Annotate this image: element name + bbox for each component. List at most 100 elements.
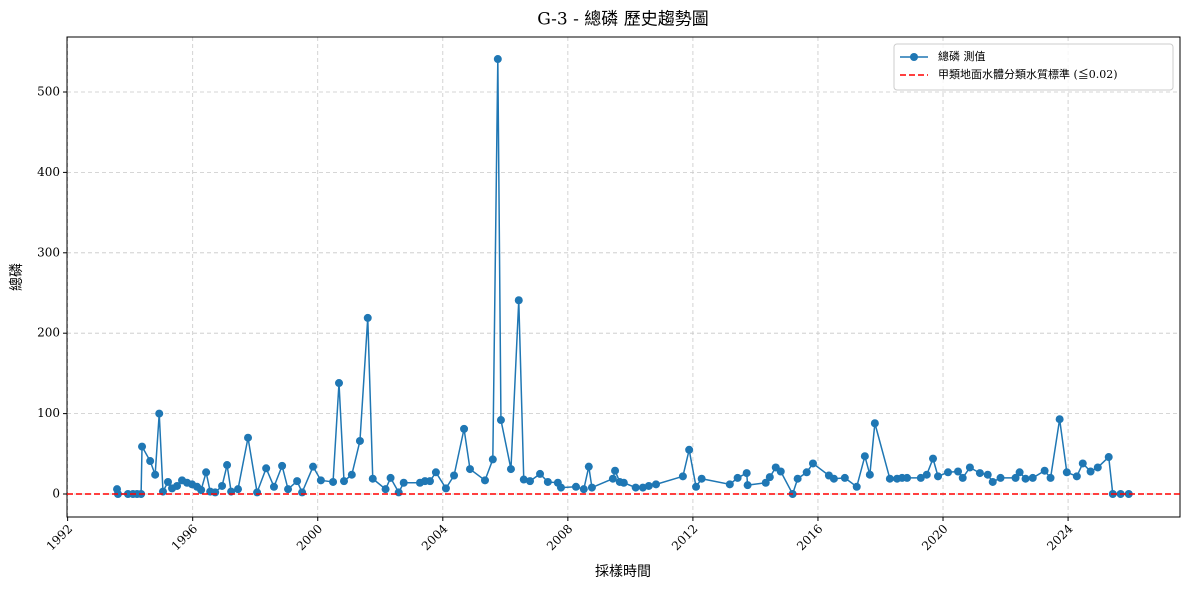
data-point: [347, 470, 356, 479]
data-point: [450, 471, 459, 480]
data-point: [441, 484, 450, 493]
data-point: [934, 472, 943, 481]
data-point: [1046, 473, 1055, 482]
legend-marker: [910, 53, 918, 61]
data-point: [399, 478, 408, 487]
plot-frame: [66, 36, 1181, 518]
data-point: [579, 485, 588, 494]
data-point: [1078, 459, 1087, 468]
data-point: [536, 469, 545, 478]
data-point: [556, 483, 565, 492]
data-point: [293, 477, 302, 486]
data-point: [138, 442, 147, 451]
data-point: [571, 482, 580, 491]
data-point: [506, 465, 515, 474]
data-point: [885, 474, 894, 483]
data-point: [1104, 453, 1113, 462]
data-point: [355, 436, 364, 445]
data-point: [284, 485, 293, 494]
legend-box: [893, 43, 1174, 91]
data-point: [929, 454, 938, 463]
data-point: [386, 473, 395, 482]
y-tick-label: 500: [37, 84, 60, 98]
data-point: [975, 469, 984, 478]
data-point: [519, 475, 528, 484]
data-point: [1011, 473, 1020, 482]
data-point: [631, 483, 640, 492]
data-point: [916, 473, 925, 482]
data-point: [761, 478, 770, 487]
data-point: [829, 474, 838, 483]
data-point: [644, 481, 653, 490]
y-tick-label: 0: [52, 487, 60, 501]
data-point: [652, 480, 661, 489]
data-point: [1072, 472, 1081, 481]
data-point: [363, 313, 372, 322]
data-point: [793, 474, 802, 483]
data-point: [840, 473, 849, 482]
x-tick-label: 1992: [44, 522, 75, 553]
data-point: [587, 483, 596, 492]
data-point: [697, 474, 706, 483]
data-point: [329, 477, 338, 486]
legend-label: 甲類地面水體分類水質標準 (≦0.02): [938, 67, 1118, 81]
data-line: [116, 59, 1129, 496]
data-point: [197, 485, 206, 494]
data-point: [431, 468, 440, 477]
data-point: [339, 477, 348, 486]
data-point: [218, 481, 227, 490]
data-point: [262, 464, 271, 473]
data-point: [465, 465, 474, 474]
data-point: [514, 296, 523, 305]
data-point: [234, 485, 243, 494]
data-point: [1062, 468, 1071, 477]
data-point: [765, 473, 774, 482]
data-point: [1086, 467, 1095, 476]
x-axis-label: 採樣時間: [595, 563, 651, 580]
data-point: [481, 476, 490, 485]
data-point: [954, 467, 963, 476]
data-point: [988, 477, 997, 486]
data-point: [394, 488, 403, 497]
data-point: [870, 419, 879, 428]
data-point: [678, 472, 687, 481]
data-point: [903, 473, 912, 482]
data-point: [852, 482, 861, 491]
x-tick-label: 2000: [294, 522, 325, 553]
data-point: [211, 488, 220, 497]
y-tick-label: 100: [37, 406, 60, 420]
data-point: [983, 470, 992, 479]
y-axis-label: 總磷: [8, 263, 25, 291]
data-point: [278, 461, 287, 470]
data-point: [1124, 490, 1133, 499]
x-tick-label: 2024: [1044, 521, 1076, 553]
data-point: [316, 476, 325, 485]
data-point: [611, 466, 620, 475]
data-point: [202, 468, 211, 477]
data-point: [151, 470, 160, 479]
data-point: [298, 488, 307, 497]
data-point: [922, 470, 931, 479]
data-point: [1028, 473, 1037, 482]
data-point: [584, 462, 593, 471]
y-tick-label: 300: [37, 245, 60, 259]
data-point: [776, 467, 785, 476]
data-point: [608, 474, 617, 483]
data-point: [1015, 468, 1024, 477]
data-point: [368, 474, 377, 483]
data-point: [743, 481, 752, 490]
data-point: [965, 463, 974, 472]
y-tick-label: 200: [37, 326, 60, 340]
data-point: [685, 445, 694, 454]
data-point: [244, 433, 253, 442]
data-point: [958, 473, 967, 482]
x-tick-label: 1996: [169, 522, 200, 553]
data-point: [860, 452, 869, 461]
data-point: [163, 477, 172, 486]
x-tick-label: 2012: [669, 522, 700, 553]
data-point: [944, 468, 953, 477]
data-point: [146, 457, 155, 466]
x-tick-label: 2020: [919, 522, 950, 553]
data-point: [619, 478, 628, 487]
